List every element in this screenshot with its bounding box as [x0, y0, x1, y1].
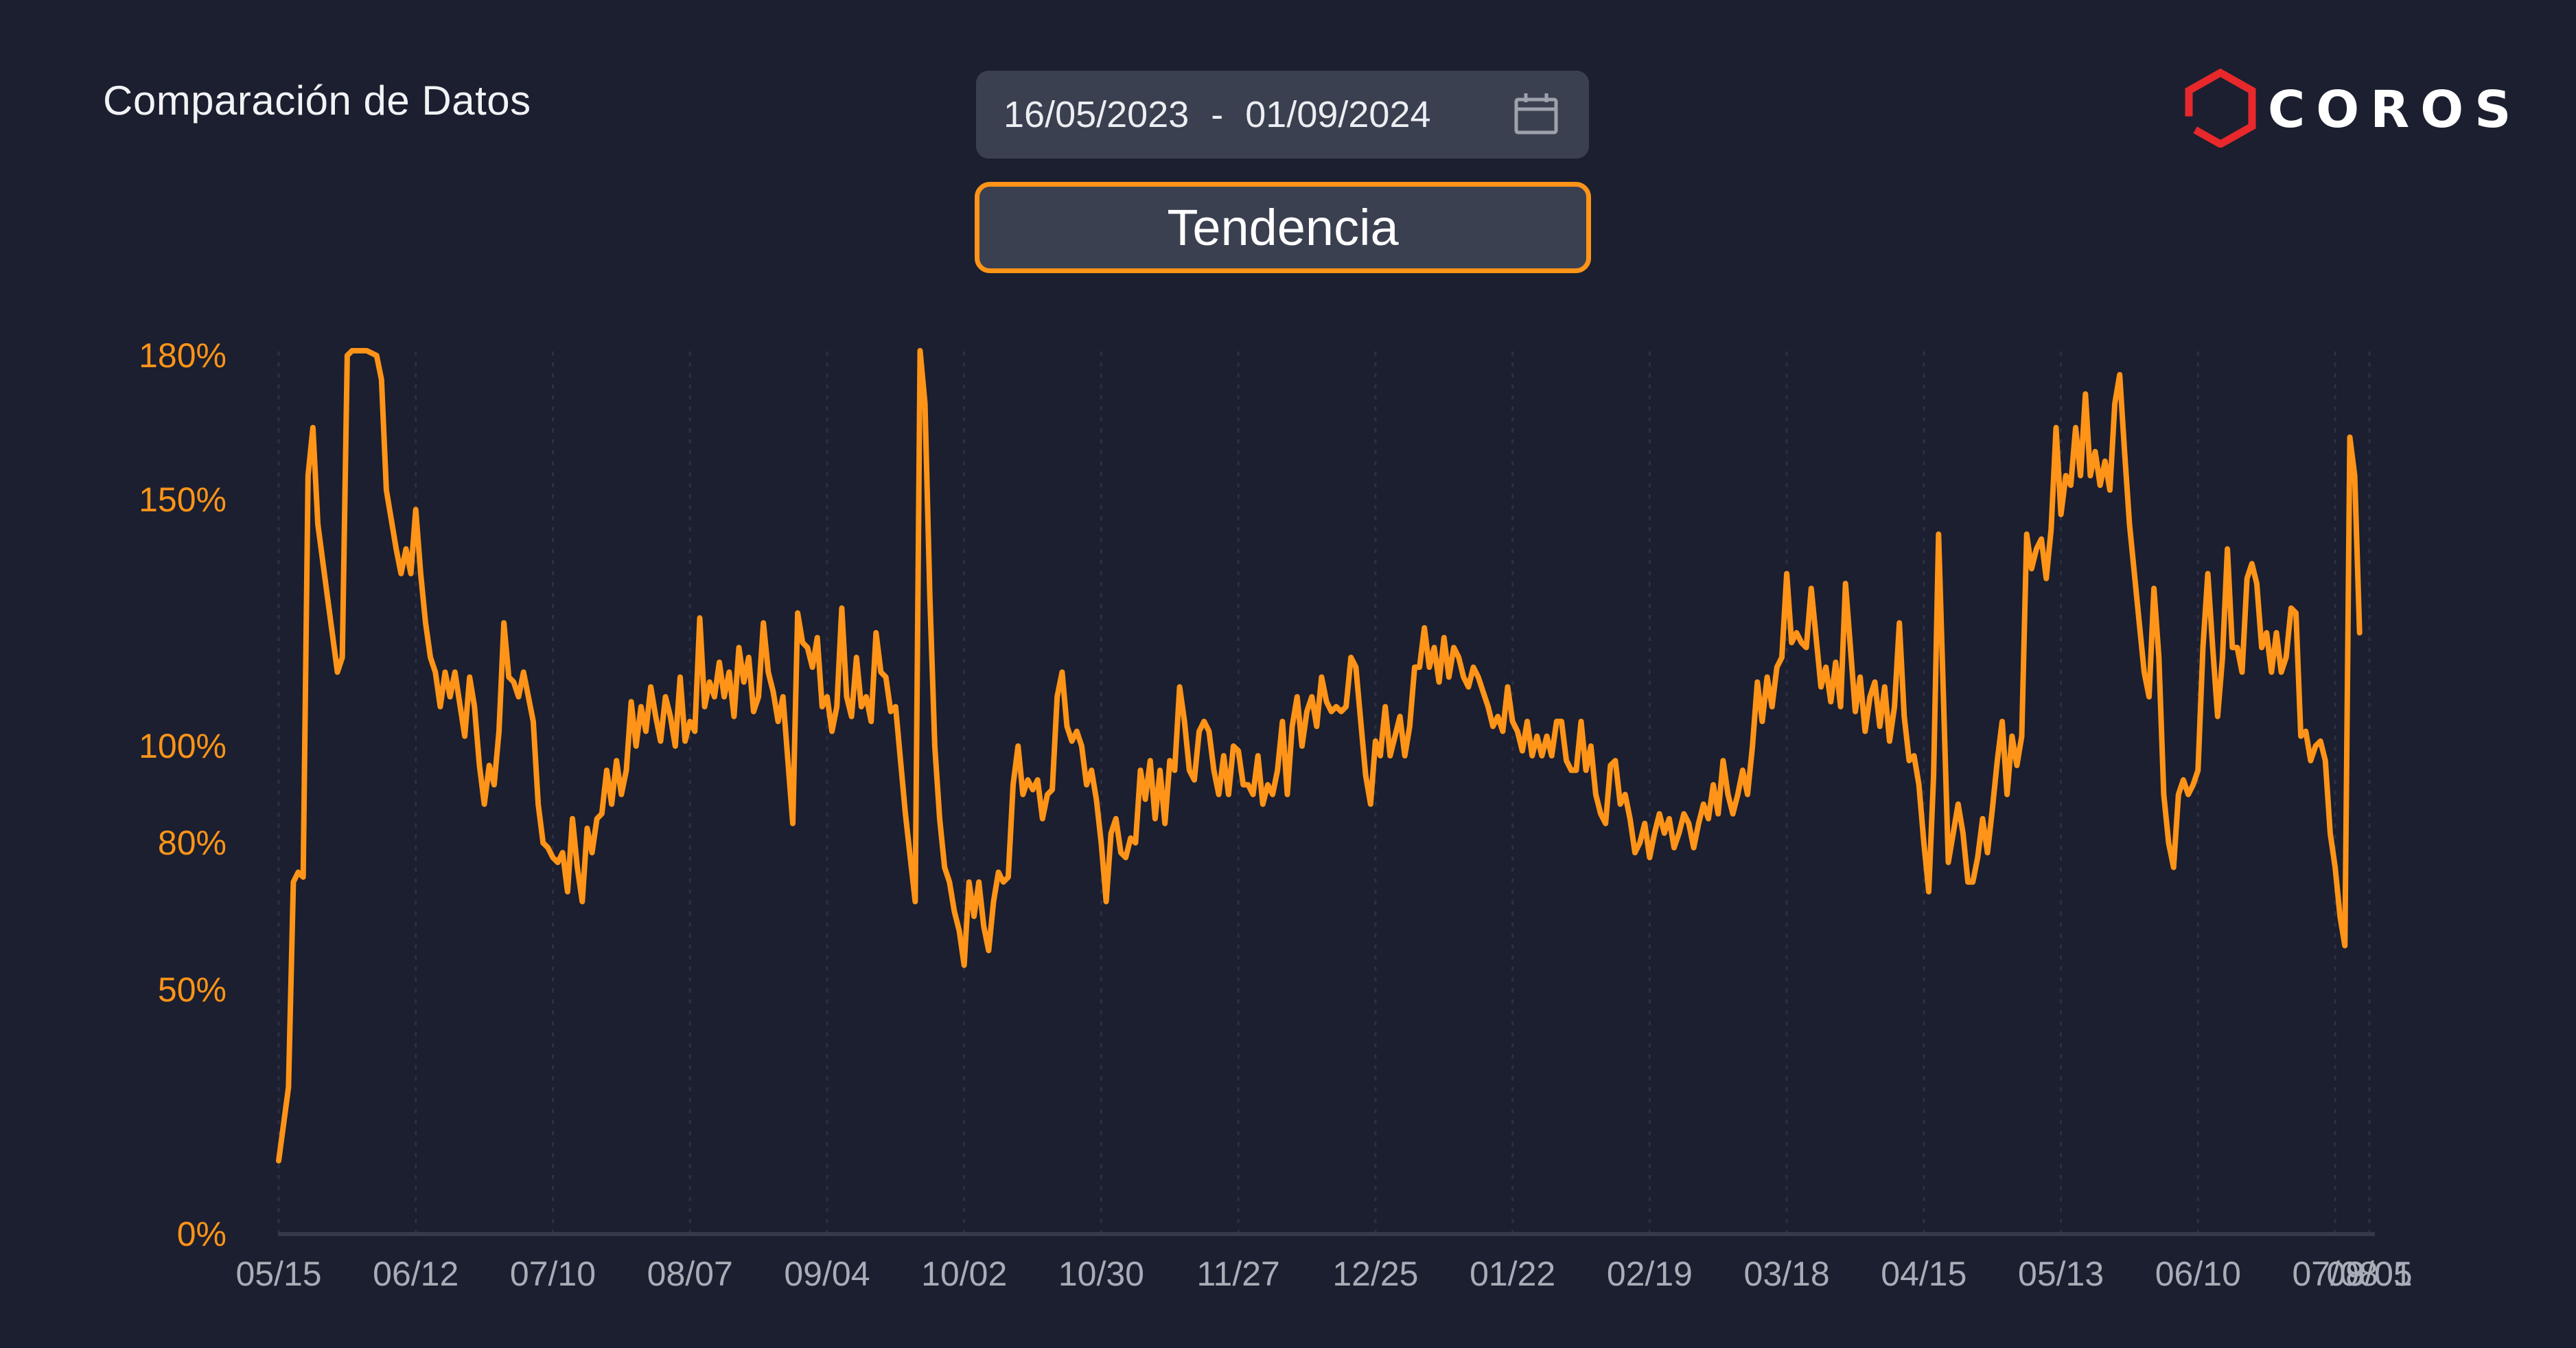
x-tick-label: 10/30	[1058, 1255, 1144, 1293]
y-tick-label: 80%	[158, 824, 227, 862]
x-tick-label: 11/27	[1196, 1255, 1279, 1293]
coros-hexagon-icon	[2185, 69, 2256, 148]
date-range-picker[interactable]: 16/05/2023 - 01/09/2024	[976, 71, 1589, 159]
x-tick-label: 05/13	[2018, 1255, 2104, 1293]
y-tick-label: 0%	[177, 1215, 227, 1253]
coros-logo: COROS	[2183, 69, 2511, 148]
x-tick-label: 08/05	[2326, 1255, 2412, 1293]
brand-name: COROS	[2268, 80, 2522, 139]
end-date: 01/09/2024	[1245, 94, 1431, 135]
x-tick-label: 02/19	[1607, 1255, 1693, 1293]
x-tick-label: 07/08	[2293, 1255, 2378, 1293]
page-title: Comparación de Datos	[103, 78, 531, 124]
series-line	[276, 348, 2363, 1164]
x-tick-label: 09/01	[2326, 1255, 2412, 1293]
x-axis: 05/15 06/12 07/10 08/07 09/04 10/02 10/30 11/27…	[235, 1255, 2412, 1293]
x-tick-label: 09/04	[784, 1255, 870, 1293]
x-tick-label: 03/18	[1744, 1255, 1830, 1293]
x-tick-label: 06/12	[373, 1255, 459, 1293]
x-tick-label: 04/15	[1881, 1255, 1966, 1293]
chart-grid	[277, 351, 2371, 1232]
x-tick-label: 08/07	[647, 1255, 733, 1293]
y-tick-label: 50%	[158, 971, 227, 1009]
x-tick-label: 05/15	[235, 1255, 321, 1293]
y-tick-label: 150%	[139, 480, 227, 519]
y-tick-label: 100%	[139, 727, 227, 765]
x-tick-label: 10/02	[921, 1255, 1007, 1293]
calendar-icon[interactable]	[1512, 90, 1560, 138]
date-separator: -	[1211, 94, 1224, 135]
x-tick-label: 07/10	[510, 1255, 596, 1293]
x-tick-label: 01/22	[1470, 1255, 1555, 1293]
y-axis: 180% 150% 100% 80% 50% 0%	[139, 336, 227, 1253]
x-tick-label: 06/10	[2155, 1255, 2241, 1293]
y-tick-label: 180%	[139, 336, 227, 375]
x-tick-label: 12/25	[1332, 1255, 1418, 1293]
trend-button[interactable]: Tendencia	[975, 182, 1591, 273]
start-date: 16/05/2023	[1003, 94, 1190, 135]
